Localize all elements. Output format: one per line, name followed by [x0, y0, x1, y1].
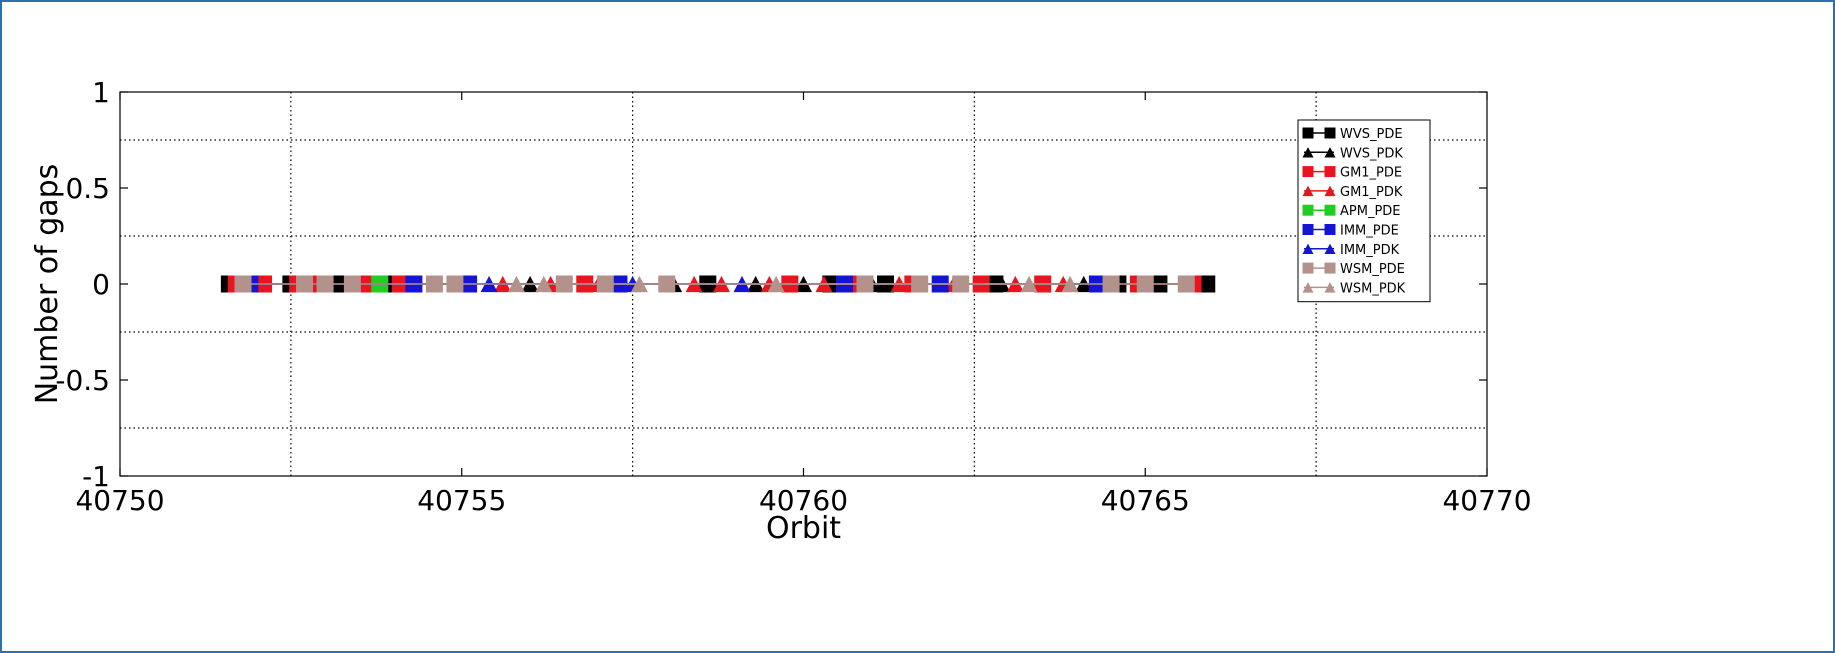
data-point-marker — [1324, 204, 1336, 216]
data-point-marker — [343, 275, 361, 293]
legend-item: GM1_PDE — [1302, 166, 1402, 181]
y-axis-title: Number of gaps — [30, 164, 65, 405]
data-point-marker — [296, 275, 314, 293]
data-point-marker — [1324, 185, 1336, 197]
data-point-marker — [1177, 275, 1195, 293]
plot-area — [119, 91, 1488, 477]
data-point-marker — [1324, 282, 1336, 293]
data-series — [220, 275, 1216, 293]
legend-label: WVS_PDK — [1340, 146, 1403, 161]
axis-ticks: 40750 40755 40760 40765 40770 -1 -0.5 0 0.5 1 — [55, 76, 1531, 517]
x-axis-title: Orbit — [766, 511, 841, 546]
legend-label: GM1_PDE — [1340, 166, 1402, 181]
legend-item: WVS_PDK — [1302, 146, 1403, 161]
data-point-marker — [1302, 224, 1314, 235]
y-tick-label: -1 — [82, 460, 110, 493]
data-point-marker — [1302, 147, 1314, 158]
y-tick-label: -0.5 — [55, 364, 110, 397]
legend-label: WVS_PDE — [1340, 127, 1403, 142]
legend-label: WSM_PDK — [1340, 281, 1406, 296]
data-point-marker — [316, 275, 334, 293]
y-tick-label: 1 — [92, 76, 110, 109]
y-tick-label: 0.5 — [65, 172, 110, 205]
data-point-marker — [1302, 282, 1314, 293]
data-point-marker — [1198, 275, 1216, 293]
data-point-marker — [1020, 275, 1038, 293]
legend: WVS_PDE WVS_PDK GM1_PDE GM1_PDK APM_PDE IMM_P… — [1297, 119, 1431, 303]
data-point-marker — [1324, 243, 1336, 255]
data-point-marker — [425, 275, 443, 293]
legend-item: WVS_PDE — [1302, 127, 1403, 142]
data-point-marker — [1324, 127, 1336, 139]
data-point-marker — [446, 275, 464, 293]
x-tick-label: 40755 — [417, 484, 506, 517]
legend-item: APM_PDE — [1302, 204, 1401, 219]
data-point-marker — [1302, 166, 1314, 178]
data-point-marker — [767, 275, 785, 293]
legend-item: IMM_PDE — [1302, 224, 1399, 239]
data-point-marker — [1324, 166, 1336, 178]
x-tick-label: 40750 — [75, 484, 164, 517]
data-point-marker — [535, 275, 553, 293]
legend-item: GM1_PDK — [1302, 185, 1403, 200]
x-tick-label: 40760 — [759, 484, 848, 517]
legend-item: IMM_PDK — [1302, 243, 1400, 258]
data-point-marker — [1324, 147, 1336, 158]
data-point-marker — [1302, 243, 1314, 255]
legend-item: WSM_PDK — [1302, 281, 1406, 296]
legend-label: WSM_PDE — [1340, 262, 1405, 277]
legend-item: WSM_PDE — [1302, 262, 1405, 277]
legend-label: APM_PDE — [1340, 204, 1401, 219]
x-tick-label: 40765 — [1101, 484, 1190, 517]
legend-label: IMM_PDE — [1340, 224, 1399, 239]
legend-label: IMM_PDK — [1340, 243, 1400, 258]
data-point-marker — [1324, 262, 1336, 274]
data-point-marker — [1324, 224, 1336, 235]
data-point-marker — [1302, 262, 1314, 274]
data-point-marker — [234, 275, 252, 293]
y-tick-label: 0 — [92, 268, 110, 301]
data-point-marker — [630, 275, 648, 293]
data-point-marker — [1302, 127, 1314, 139]
x-tick-label: 40770 — [1442, 484, 1531, 517]
data-point-marker — [1061, 275, 1079, 293]
data-point-marker — [1136, 275, 1154, 293]
data-point-marker — [1102, 275, 1120, 293]
legend-label: GM1_PDK — [1340, 185, 1403, 200]
series-wsm-pdk — [507, 275, 1079, 293]
data-point-marker — [507, 275, 525, 293]
data-point-marker — [1302, 185, 1314, 197]
data-point-marker — [1302, 204, 1314, 216]
